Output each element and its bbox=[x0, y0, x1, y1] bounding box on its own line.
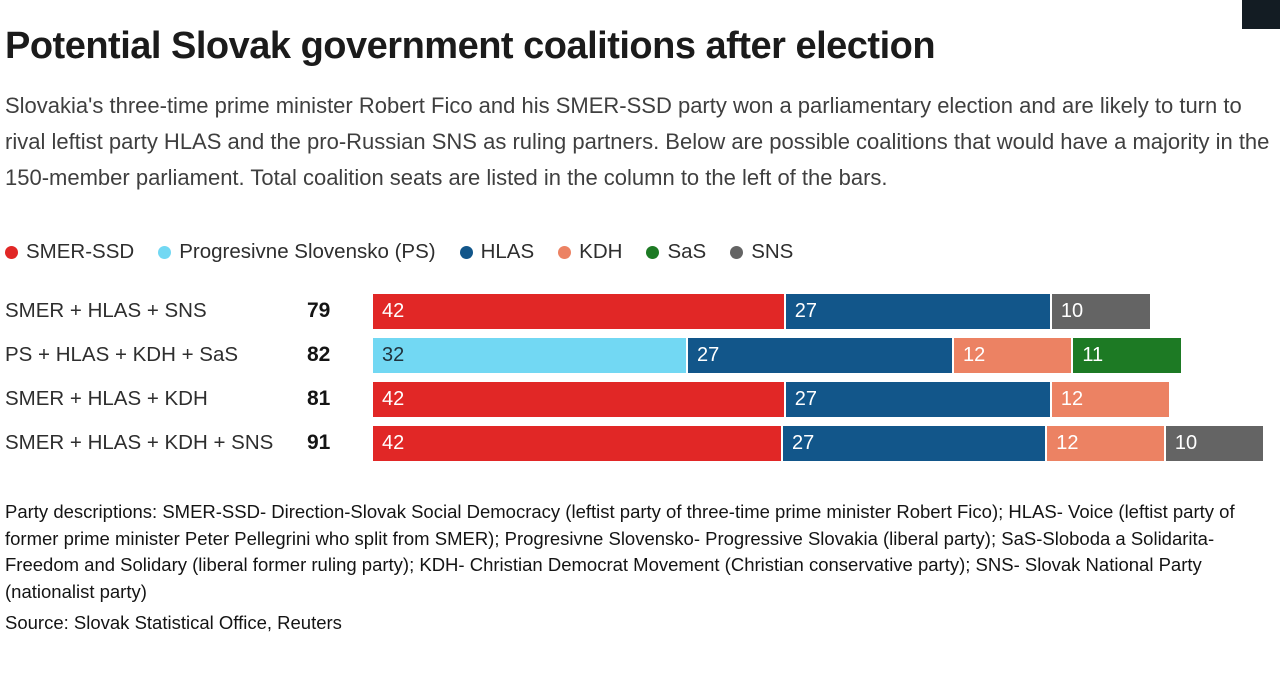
stacked-bar: 42 27 12 bbox=[373, 381, 1263, 417]
legend-item-progresivne-slovensko-ps: Progresivne Slovensko (PS) bbox=[158, 240, 436, 264]
stacked-bar: 32 27 12 11 bbox=[373, 337, 1263, 373]
segment-value: 12 bbox=[963, 343, 986, 366]
segment-value: 42 bbox=[382, 299, 405, 322]
legend-label: Progresivne Slovensko (PS) bbox=[179, 240, 436, 263]
segment-value: 10 bbox=[1174, 431, 1198, 454]
stacked-bar: 42 27 12 10 bbox=[373, 425, 1263, 461]
chart-title: Potential Slovak government coalitions a… bbox=[5, 25, 936, 67]
legend-label: SaS bbox=[667, 240, 707, 263]
segment-value: 10 bbox=[1060, 299, 1084, 322]
chart-row-ps-hlas-kdh-sas: PS + HLAS + KDH + SaS 82 32 27 12 11 bbox=[5, 333, 1280, 377]
row-total: 82 bbox=[307, 343, 331, 366]
chart-description: Slovakia's three-time prime minister Rob… bbox=[5, 93, 1270, 190]
row-total: 79 bbox=[307, 299, 331, 322]
legend-label: SNS bbox=[751, 240, 794, 263]
bar-segment-smer-ssd: 42 bbox=[373, 425, 781, 461]
stacked-bar: 42 27 10 bbox=[373, 293, 1263, 329]
coalition-chart: SMER + HLAS + SNS 79 42 27 10 PS + HLAS + KDH… bbox=[5, 289, 1280, 465]
legend-item-smer-ssd: SMER-SSD bbox=[5, 240, 134, 264]
segment-value: 42 bbox=[382, 431, 405, 454]
legend: SMER-SSD Progresivne Slovensko (PS) HLAS KD… bbox=[5, 240, 1280, 264]
bar-segment-smer-ssd: 42 bbox=[373, 293, 784, 329]
legend-item-sns: SNS bbox=[730, 240, 793, 264]
legend-label: HLAS bbox=[480, 240, 535, 263]
party-descriptions: Party descriptions: SMER-SSD- Direction-… bbox=[5, 501, 1235, 602]
bar-segment-hlas: 27 bbox=[785, 381, 1050, 417]
infographic: Potential Slovak government coalitions a… bbox=[5, 0, 1280, 633]
bar-segment-smer-ssd: 42 bbox=[373, 381, 784, 417]
segment-value: 27 bbox=[791, 431, 815, 454]
segment-value: 27 bbox=[696, 343, 720, 366]
segment-value: 27 bbox=[794, 299, 818, 322]
segment-value: 12 bbox=[1060, 387, 1084, 410]
sas-dot-icon bbox=[646, 245, 660, 259]
legend-label: KDH bbox=[579, 240, 623, 263]
chart-row-smer-hlas-kdh-sns: SMER + HLAS + KDH + SNS 91 42 27 12 10 bbox=[5, 421, 1280, 465]
row-label: SMER + HLAS + SNS bbox=[5, 299, 207, 322]
bar-segment-progresivne-slovensko-ps: 32 bbox=[373, 337, 686, 373]
bar-segment-hlas: 27 bbox=[785, 293, 1050, 329]
row-label: SMER + HLAS + KDH bbox=[5, 387, 208, 410]
bar-segment-sns: 10 bbox=[1165, 425, 1263, 461]
segment-value: 11 bbox=[1082, 343, 1104, 366]
bar-segment-hlas: 27 bbox=[782, 425, 1046, 461]
row-total: 91 bbox=[307, 431, 331, 454]
legend-label: SMER-SSD bbox=[26, 240, 135, 263]
row-label: SMER + HLAS + KDH + SNS bbox=[5, 431, 274, 454]
hlas-dot-icon bbox=[459, 245, 473, 259]
chart-row-smer-hlas-sns: SMER + HLAS + SNS 79 42 27 10 bbox=[5, 289, 1280, 333]
sns-dot-icon bbox=[730, 245, 744, 259]
bar-segment-sas: 11 bbox=[1073, 337, 1181, 373]
legend-item-kdh: KDH bbox=[558, 240, 622, 264]
segment-value: 12 bbox=[1056, 431, 1079, 454]
smer-ssd-dot-icon bbox=[5, 245, 18, 259]
row-total: 81 bbox=[307, 387, 331, 410]
source-line: Source: Slovak Statistical Office, Reute… bbox=[5, 612, 342, 633]
reuters-corner-mark bbox=[1242, 0, 1280, 29]
bar-segment-kdh: 12 bbox=[1047, 425, 1164, 461]
segment-value: 32 bbox=[382, 343, 405, 366]
kdh-dot-icon bbox=[558, 245, 572, 259]
bar-segment-hlas: 27 bbox=[687, 337, 953, 373]
bar-segment-kdh: 12 bbox=[1051, 381, 1170, 417]
bar-segment-sns: 10 bbox=[1051, 293, 1150, 329]
row-label: PS + HLAS + KDH + SaS bbox=[5, 343, 239, 366]
legend-item-sas: SaS bbox=[646, 240, 706, 264]
segment-value: 27 bbox=[794, 387, 818, 410]
chart-row-smer-hlas-kdh: SMER + HLAS + KDH 81 42 27 12 bbox=[5, 377, 1280, 421]
progresivne-slovensko-ps-dot-icon bbox=[158, 245, 172, 259]
segment-value: 42 bbox=[382, 387, 405, 410]
bar-segment-kdh: 12 bbox=[954, 337, 1072, 373]
legend-item-hlas: HLAS bbox=[459, 240, 535, 264]
